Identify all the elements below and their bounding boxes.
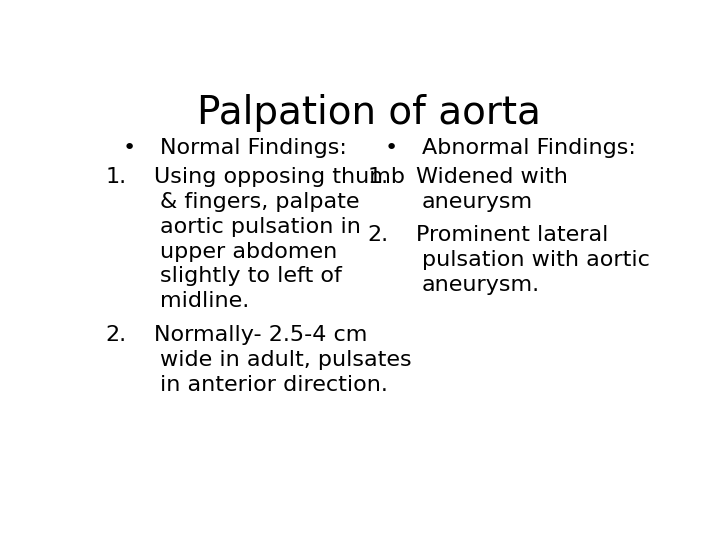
- Text: Normal Findings:: Normal Findings:: [160, 138, 346, 158]
- Text: pulsation with aortic: pulsation with aortic: [422, 250, 650, 270]
- Text: & fingers, palpate: & fingers, palpate: [160, 192, 359, 212]
- Text: 1.: 1.: [105, 167, 126, 187]
- Text: Using opposing thumb: Using opposing thumb: [154, 167, 405, 187]
- Text: 1.: 1.: [367, 167, 389, 187]
- Text: slightly to left of: slightly to left of: [160, 266, 341, 286]
- Text: midline.: midline.: [160, 292, 249, 312]
- Text: upper abdomen: upper abdomen: [160, 241, 337, 261]
- Text: Abnormal Findings:: Abnormal Findings:: [422, 138, 636, 158]
- Text: Prominent lateral: Prominent lateral: [416, 225, 609, 245]
- Text: •: •: [384, 138, 398, 158]
- Text: aneurysm.: aneurysm.: [422, 275, 540, 295]
- Text: 2.: 2.: [367, 225, 389, 245]
- Text: in anterior direction.: in anterior direction.: [160, 375, 387, 395]
- Text: Widened with: Widened with: [416, 167, 568, 187]
- Text: aneurysm: aneurysm: [422, 192, 533, 212]
- Text: Normally- 2.5-4 cm: Normally- 2.5-4 cm: [154, 325, 367, 345]
- Text: Palpation of aorta: Palpation of aorta: [197, 94, 541, 132]
- Text: wide in adult, pulsates: wide in adult, pulsates: [160, 349, 411, 369]
- Text: •: •: [122, 138, 135, 158]
- Text: aortic pulsation in: aortic pulsation in: [160, 217, 361, 237]
- Text: 2.: 2.: [105, 325, 126, 345]
